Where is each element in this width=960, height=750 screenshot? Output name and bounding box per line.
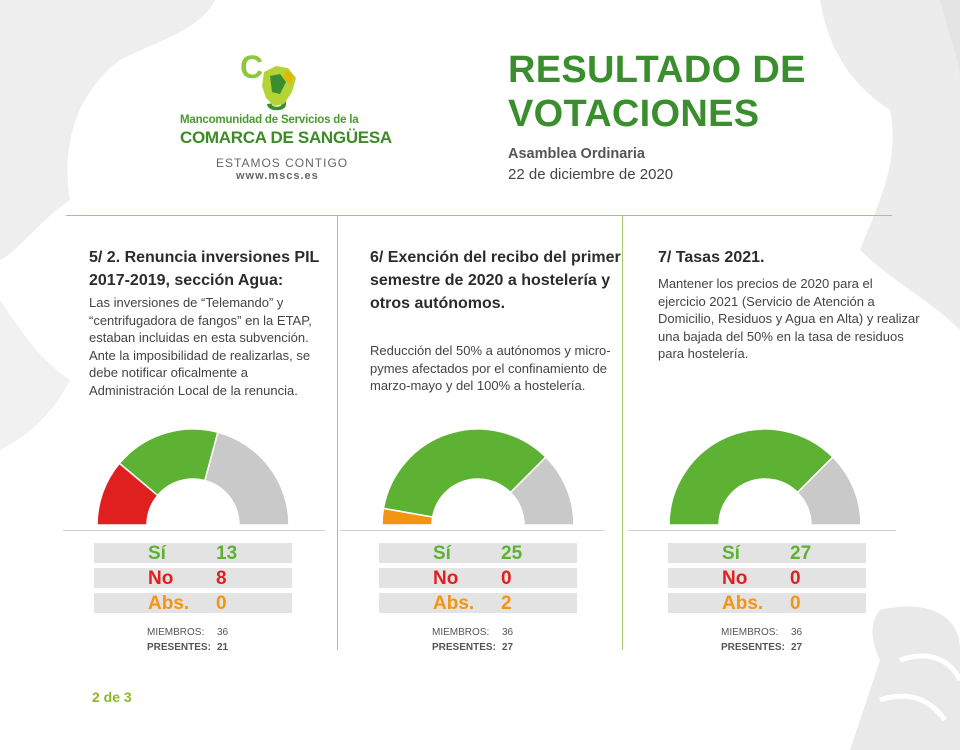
- tally-row-abs: Abs. 0: [94, 593, 292, 614]
- chart-baseline: [628, 530, 896, 531]
- gauge-segment-si: [668, 428, 834, 526]
- present-label: PRESENTES:: [432, 642, 496, 653]
- title-line1: RESULTADO DE: [508, 49, 806, 91]
- attendance-stats: MIEMBROS: 36 PRESENTES: 21: [147, 625, 228, 655]
- vote-description: Reducción del 50% a autónomos y micro-py…: [370, 343, 611, 393]
- page-indicator: 2 de 3: [92, 689, 132, 705]
- tally-row-no: No 0: [379, 568, 577, 589]
- members-value: 36: [217, 627, 229, 638]
- tally-label-no: No: [433, 568, 459, 589]
- tally-label-abs: Abs.: [148, 593, 190, 614]
- vote-title: 7/ Tasas 2021.: [658, 249, 765, 266]
- tally-value-abs: 0: [216, 593, 227, 614]
- tally-row-si: Sí 25: [379, 543, 577, 564]
- page-subtitle: Asamblea Ordinaria: [508, 146, 645, 162]
- attendance-stats: MIEMBROS: 36 PRESENTES: 27: [721, 625, 802, 655]
- header-divider: [66, 215, 892, 216]
- members-value: 36: [791, 627, 803, 638]
- tally-row-abs: Abs. 2: [379, 593, 577, 614]
- title-line2: VOTACIONES: [508, 93, 760, 135]
- column-divider-2: [622, 216, 623, 650]
- column-divider-1: [337, 216, 338, 650]
- tally-value-no: 0: [501, 568, 512, 589]
- org-name-line2: COMARCA DE SANGÜESA: [180, 128, 392, 147]
- vote-card-7: 7/ Tasas 2021. Mantener los precios de 2…: [628, 216, 928, 666]
- tally-value-si: 27: [790, 543, 812, 564]
- tally-value-abs: 0: [790, 593, 801, 614]
- members-label: MIEMBROS:: [721, 627, 779, 638]
- vote-tally: Sí 27 No 0 Abs. 0: [668, 543, 866, 618]
- vote-gauge-chart: [381, 428, 575, 526]
- tally-label-no: No: [722, 568, 748, 589]
- org-slogan: ESTAMOS CONTIGO: [216, 156, 349, 170]
- org-website[interactable]: www.mscs.es: [236, 170, 319, 182]
- gauge-segment-remaining: [796, 456, 862, 526]
- vote-title: 5/ 2. Renuncia inversiones PIL 2017-2019…: [89, 249, 320, 289]
- map-logo-icon: C S: [240, 49, 296, 117]
- present-label: PRESENTES:: [147, 642, 211, 653]
- tally-value-no: 0: [790, 568, 801, 589]
- vote-tally: Sí 13 No 8 Abs. 0: [94, 543, 292, 618]
- gauge-segment-si: [382, 428, 547, 518]
- tally-label-si: Sí: [433, 543, 451, 564]
- vote-title: 6/ Exención del recibo del primer semest…: [370, 249, 621, 312]
- vote-gauge-chart: [96, 428, 290, 526]
- present-value: 27: [502, 642, 514, 653]
- gauge-segment-remaining: [509, 456, 575, 526]
- tally-label-abs: Abs.: [433, 593, 475, 614]
- tally-label-si: Sí: [722, 543, 740, 564]
- members-value: 36: [502, 627, 514, 638]
- tally-value-si: 25: [501, 543, 523, 564]
- chart-baseline: [340, 530, 604, 531]
- vote-description: Las inversiones de “Telemando” y “centri…: [89, 295, 312, 398]
- present-value: 27: [791, 642, 803, 653]
- tally-label-si: Sí: [148, 543, 166, 564]
- gauge-segment-remaining: [203, 431, 290, 526]
- tally-value-no: 8: [216, 568, 227, 589]
- tally-row-abs: Abs. 0: [668, 593, 866, 614]
- chart-baseline: [63, 530, 325, 531]
- tally-label-no: No: [148, 568, 174, 589]
- svg-text:C: C: [240, 49, 263, 85]
- tally-label-abs: Abs.: [722, 593, 764, 614]
- tally-row-no: No 0: [668, 568, 866, 589]
- tally-row-si: Sí 27: [668, 543, 866, 564]
- vote-tally: Sí 25 No 0 Abs. 2: [379, 543, 577, 618]
- tally-value-si: 13: [216, 543, 238, 564]
- present-value: 21: [217, 642, 229, 653]
- tally-row-no: No 8: [94, 568, 292, 589]
- tally-value-abs: 2: [501, 593, 512, 614]
- vote-gauge-chart: [668, 428, 862, 526]
- vote-card-5: 5/ 2. Renuncia inversiones PIL 2017-2019…: [63, 216, 359, 666]
- vote-card-6: 6/ Exención del recibo del primer semest…: [340, 216, 640, 666]
- vote-description: Mantener los precios de 2020 para el eje…: [658, 276, 920, 361]
- organization-logo: C S Mancomunidad de Servicios de la COMA…: [176, 48, 392, 188]
- members-label: MIEMBROS:: [147, 627, 205, 638]
- present-label: PRESENTES:: [721, 642, 785, 653]
- page-title: RESULTADO DE VOTACIONES: [508, 48, 806, 136]
- members-label: MIEMBROS:: [432, 627, 490, 638]
- org-name-line1: Mancomunidad de Servicios de la: [180, 114, 359, 126]
- tally-row-si: Sí 13: [94, 543, 292, 564]
- attendance-stats: MIEMBROS: 36 PRESENTES: 27: [432, 625, 513, 655]
- meeting-date: 22 de diciembre de 2020: [508, 166, 674, 183]
